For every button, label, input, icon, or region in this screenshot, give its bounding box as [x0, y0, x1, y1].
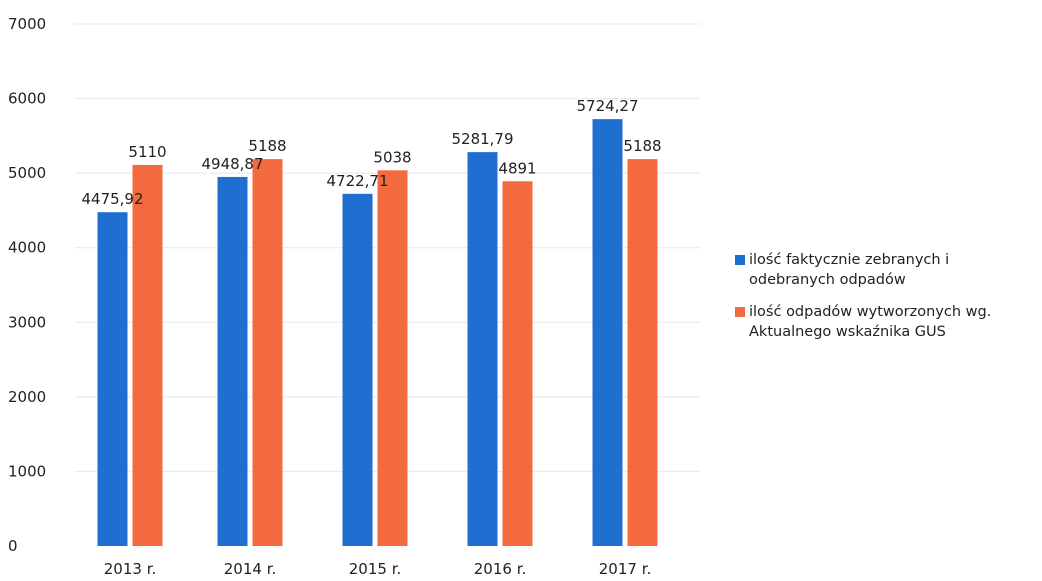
y-tick-label: 5000 — [8, 164, 46, 182]
legend-swatch-series-2 — [735, 307, 745, 317]
x-tick-label: 2014 r. — [224, 560, 277, 578]
bar-series-2-2015[interactable] — [377, 170, 408, 546]
y-tick-label: 6000 — [8, 90, 46, 108]
y-tick-label: 1000 — [8, 462, 46, 480]
x-tick-label: 2016 r. — [474, 560, 527, 578]
data-label-series-1: 5724,27 — [576, 97, 638, 115]
legend-swatch-series-1 — [735, 255, 745, 265]
y-tick-label: 3000 — [8, 313, 46, 331]
legend-label-series-2: ilość odpadów wytworzonych wg. Aktualneg… — [749, 304, 992, 340]
bar-series-1-2016[interactable] — [467, 152, 498, 546]
bar-series-2-2013[interactable] — [132, 164, 163, 546]
x-tick-label: 2015 r. — [349, 560, 402, 578]
data-labels: 4475,92 4948,87 4722,71 5281,79 5724,27 5110 5… — [81, 97, 661, 208]
legend-item-series-2[interactable]: ilość odpadów wytworzonych wg. Aktualneg… — [735, 302, 1035, 342]
bar-series-2-2016[interactable] — [502, 181, 533, 546]
bar-series-2-2014[interactable] — [252, 159, 283, 547]
legend: ilość faktycznie zebranych i odebranych … — [735, 250, 1035, 354]
y-tick-label: 2000 — [8, 388, 46, 406]
x-tick-label: 2013 r. — [104, 560, 157, 578]
data-label-series-2: 4891 — [498, 159, 536, 177]
data-label-series-1: 4722,71 — [326, 172, 388, 190]
x-tick-label: 2017 r. — [599, 560, 652, 578]
data-label-series-2: 5038 — [373, 148, 411, 166]
y-tick-label: 0 — [8, 537, 18, 555]
bars — [97, 119, 658, 547]
bar-series-2-2017[interactable] — [627, 159, 658, 547]
y-tick-label: 7000 — [8, 15, 46, 33]
bar-series-1-2013[interactable] — [97, 212, 128, 547]
data-label-series-2: 5110 — [128, 143, 166, 161]
bar-series-1-2015[interactable] — [342, 193, 373, 546]
bar-series-1-2014[interactable] — [217, 176, 248, 546]
legend-label-series-1: ilość faktycznie zebranych i odebranych … — [749, 252, 950, 288]
legend-item-series-1[interactable]: ilość faktycznie zebranych i odebranych … — [735, 250, 1035, 290]
data-label-series-2: 5188 — [248, 137, 286, 155]
data-label-series-1: 4948,87 — [201, 155, 263, 173]
x-axis-ticks: 2013 r. 2014 r. 2015 r. 2016 r. 2017 r. — [104, 560, 652, 578]
y-axis-ticks: 0 1000 2000 3000 4000 5000 6000 7000 — [8, 15, 46, 555]
data-label-series-2: 5188 — [623, 137, 661, 155]
y-tick-label: 4000 — [8, 239, 46, 257]
data-label-series-1: 4475,92 — [81, 190, 143, 208]
data-label-series-1: 5281,79 — [451, 130, 513, 148]
bar-series-1-2017[interactable] — [592, 119, 623, 547]
